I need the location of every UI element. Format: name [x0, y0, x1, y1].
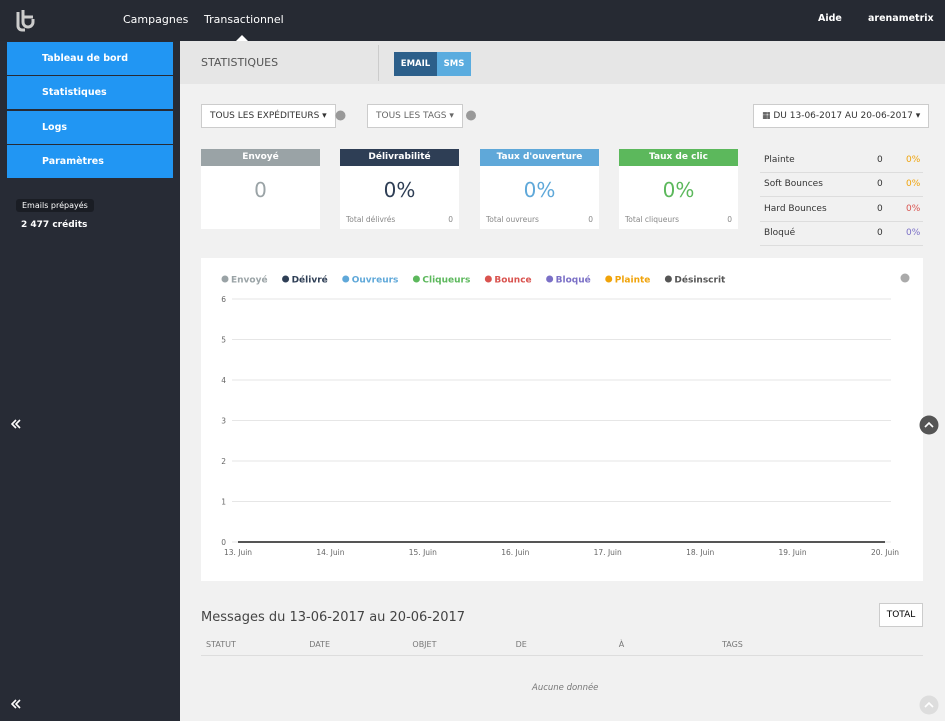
y-tick-label: 0 [221, 538, 226, 547]
legend-marker [282, 275, 290, 283]
legend-marker [546, 275, 554, 283]
y-tick-label: 4 [221, 376, 226, 385]
table-rule [201, 655, 923, 656]
x-tick-label: 18. Juin [686, 548, 714, 557]
tag-filter[interactable]: TOUS LES TAGS ▾ [367, 104, 463, 128]
scroll-button[interactable] [919, 415, 939, 435]
menu-item[interactable]: Tableau de bord [7, 42, 173, 75]
sender-filter[interactable]: TOUS LES EXPÉDITEURS ▾ [201, 104, 336, 128]
legend-item[interactable]: Envoyé [231, 275, 268, 286]
credits: 2 477 crédits [21, 220, 88, 230]
empty-message: Aucune donnée [532, 683, 599, 693]
y-tick-label: 5 [221, 336, 226, 345]
nav-link[interactable]: Transactionnel [204, 13, 284, 26]
stat-count: 0 [877, 227, 883, 238]
stat-rate: 0% [906, 179, 921, 190]
column-header: À [618, 640, 625, 649]
stat-row: Soft Bounces 0 0% [760, 172, 923, 198]
column-header: TAGS [722, 640, 743, 649]
stat-card: Taux de clic 0% Total cliqueurs 0 [619, 149, 738, 229]
x-tick-label: 16. Juin [501, 548, 529, 557]
y-tick-label: 3 [221, 417, 226, 426]
legend-item[interactable]: Cliqueurs [422, 276, 470, 286]
info-icon [900, 273, 910, 283]
x-tick-label: 13. Juin [224, 548, 252, 557]
stat-label: Soft Bounces [764, 179, 823, 190]
page-title: STATISTIQUES [201, 56, 279, 69]
active-indicator [236, 35, 248, 41]
stat-card: Délivrabilité 0% Total délivrés 0 [340, 149, 459, 229]
legend-item[interactable]: Plainte [615, 276, 651, 286]
legend-marker [342, 275, 350, 283]
nav-link[interactable]: Campagnes [123, 13, 189, 26]
legend-item[interactable]: Ouvreurs [352, 276, 399, 286]
y-tick-label: 2 [221, 457, 226, 466]
column-header: OBJET [412, 640, 437, 649]
chart-panel [201, 258, 923, 581]
stat-row: Plainte 0 0% [760, 148, 923, 173]
x-tick-label: 19. Juin [779, 548, 807, 557]
messages-title: Messages du 13-06-2017 au 20-06-2017 [201, 610, 466, 625]
stat-rate: 0% [906, 227, 921, 238]
menu-item[interactable]: Paramètres [7, 145, 173, 178]
date-filter[interactable]: ▦ DU 13-06-2017 AU 20-06-2017 ▾ [753, 104, 930, 128]
chart: 0 1 2 3 4 5 6 13. Juin 14. Juin 15. Juin 16. Juin 1… [221, 273, 910, 557]
y-tick-label: 6 [221, 295, 226, 304]
header-bar [180, 41, 945, 84]
scroll-button[interactable] [919, 695, 939, 715]
stat-count: 0 [877, 155, 883, 165]
legend-item[interactable]: Bloqué [556, 275, 591, 286]
stat-count: 0 [877, 203, 883, 214]
stat-label: Hard Bounces [764, 203, 827, 214]
x-tick-label: 15. Juin [409, 548, 437, 557]
top-bar: Campagnes Transactionnel Aide arenametri… [0, 0, 945, 41]
logo[interactable] [14, 8, 38, 32]
legend-item[interactable]: Délivré [292, 275, 328, 286]
stat-rate: 0% [906, 155, 921, 165]
info-icons [335, 110, 476, 121]
collapse-icon[interactable] [11, 699, 21, 709]
stat-card: Taux d'ouverture 0% Total ouvreurs 0 [480, 149, 599, 229]
stat-count: 0 [877, 179, 883, 190]
x-tick-label: 20. Juin [871, 548, 899, 557]
x-tick-label: 14. Juin [316, 548, 344, 557]
tab[interactable]: SMS [437, 52, 471, 76]
legend-marker [221, 275, 229, 283]
legend-marker [484, 275, 492, 283]
menu-item[interactable]: Statistiques [7, 76, 173, 109]
menu-item[interactable]: Logs [7, 111, 173, 144]
stat-rate: 0% [906, 203, 921, 214]
total-button[interactable]: TOTAL [879, 603, 923, 627]
y-tick-label: 1 [221, 498, 226, 507]
stat-label: Bloqué [764, 227, 796, 238]
credits-label: Emails prépayés [16, 199, 94, 212]
column-header: DATE [309, 640, 330, 649]
divider [378, 45, 379, 81]
user-menu[interactable]: arenametrix [868, 13, 934, 24]
tab[interactable]: EMAIL [394, 52, 437, 76]
x-tick-label: 17. Juin [594, 548, 622, 557]
stat-row: Bloqué 0 0% [760, 221, 923, 246]
stat-card: Envoyé 0 [201, 149, 320, 229]
stat-row: Hard Bounces 0 0% [760, 197, 923, 222]
legend-item[interactable]: Bounce [494, 276, 531, 286]
column-header: DE [515, 640, 527, 649]
legend-marker [412, 275, 420, 283]
stat-label: Plainte [764, 155, 795, 165]
collapse-icon[interactable] [11, 419, 21, 429]
legend-marker [605, 275, 613, 283]
column-header: STATUT [206, 640, 236, 649]
legend-item[interactable]: Désinscrit [674, 275, 726, 286]
help-menu[interactable]: Aide [818, 13, 842, 24]
legend-marker [664, 275, 672, 283]
